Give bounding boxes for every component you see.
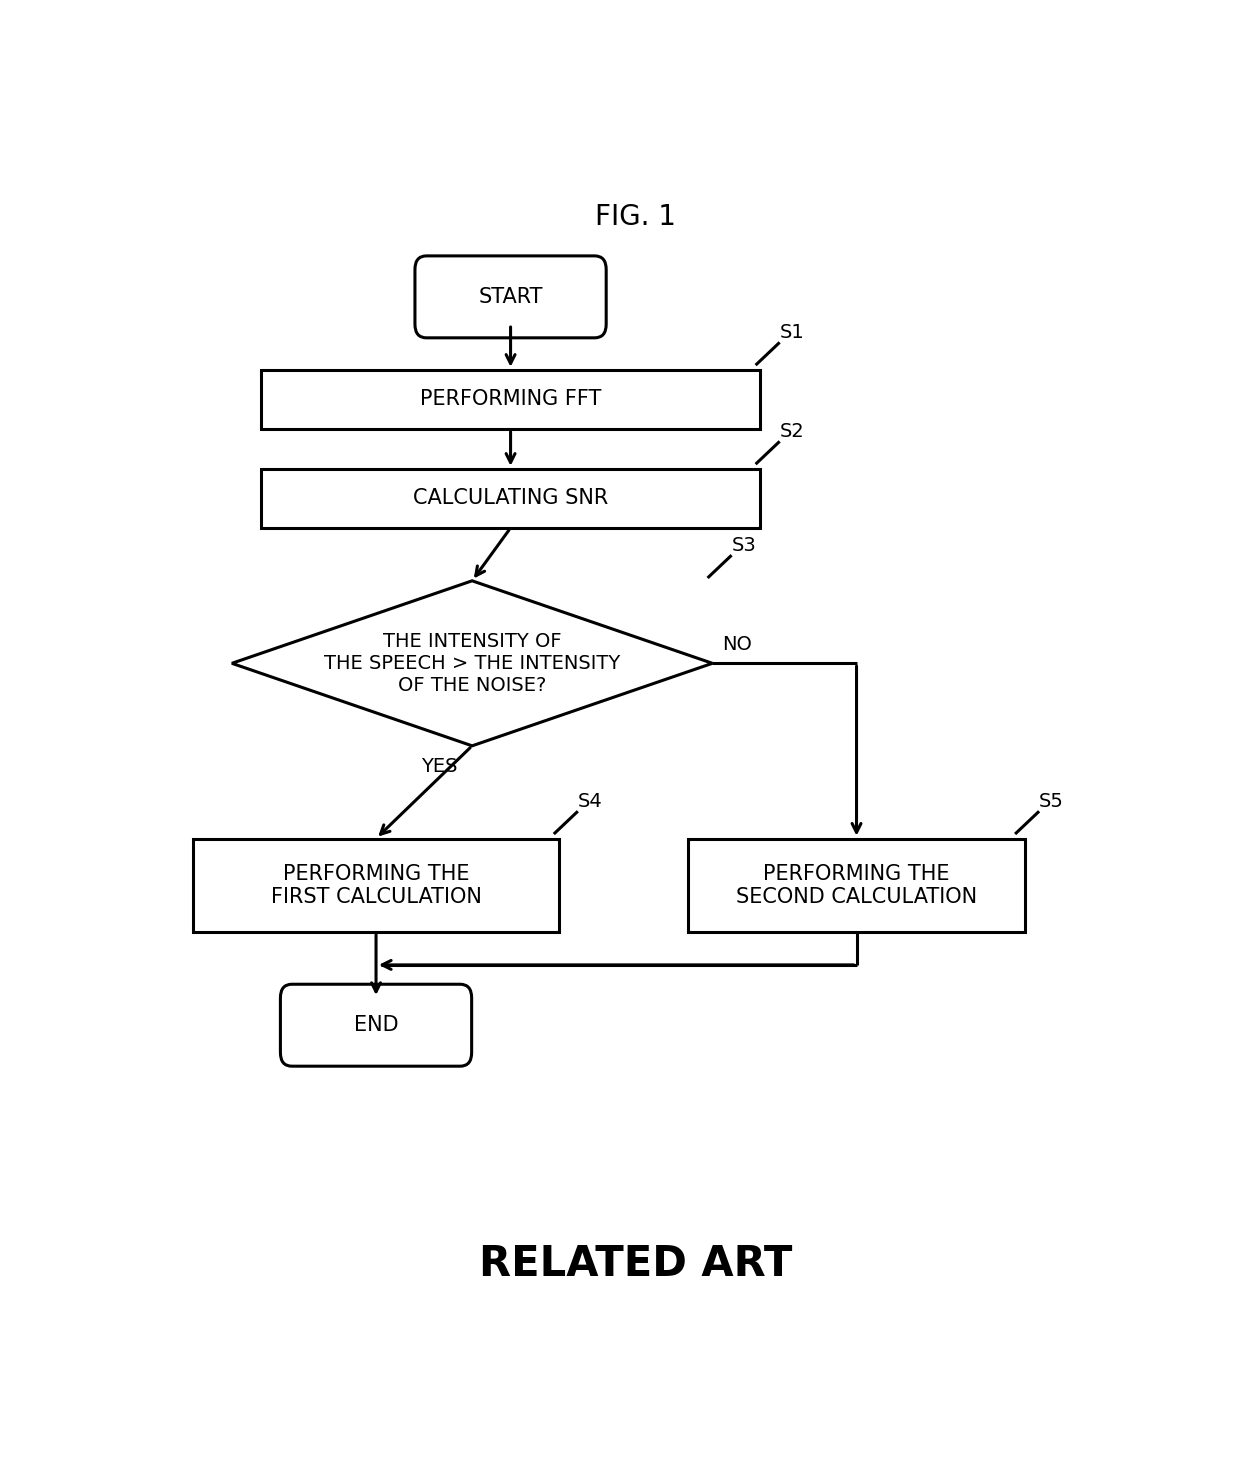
FancyBboxPatch shape <box>415 256 606 338</box>
Bar <box>193 838 558 933</box>
FancyBboxPatch shape <box>280 984 471 1066</box>
Text: S5: S5 <box>1039 792 1064 811</box>
Text: YES: YES <box>422 757 458 776</box>
Text: START: START <box>479 287 543 307</box>
Text: CALCULATING SNR: CALCULATING SNR <box>413 488 608 508</box>
Text: S1: S1 <box>780 324 805 343</box>
Text: END: END <box>353 1015 398 1035</box>
Polygon shape <box>232 581 713 746</box>
Text: PERFORMING FFT: PERFORMING FFT <box>420 389 601 409</box>
Text: THE INTENSITY OF
THE SPEECH > THE INTENSITY
OF THE NOISE?: THE INTENSITY OF THE SPEECH > THE INTENS… <box>324 631 620 695</box>
Text: NO: NO <box>722 636 751 655</box>
Text: S4: S4 <box>578 792 603 811</box>
Bar <box>688 838 1024 933</box>
Text: S2: S2 <box>780 423 805 442</box>
Text: RELATED ART: RELATED ART <box>479 1243 792 1286</box>
Text: S3: S3 <box>732 537 756 556</box>
Text: FIG. 1: FIG. 1 <box>595 202 676 231</box>
Text: PERFORMING THE
FIRST CALCULATION: PERFORMING THE FIRST CALCULATION <box>270 863 481 907</box>
Bar <box>260 370 760 429</box>
Bar <box>260 469 760 528</box>
Text: PERFORMING THE
SECOND CALCULATION: PERFORMING THE SECOND CALCULATION <box>737 863 977 907</box>
